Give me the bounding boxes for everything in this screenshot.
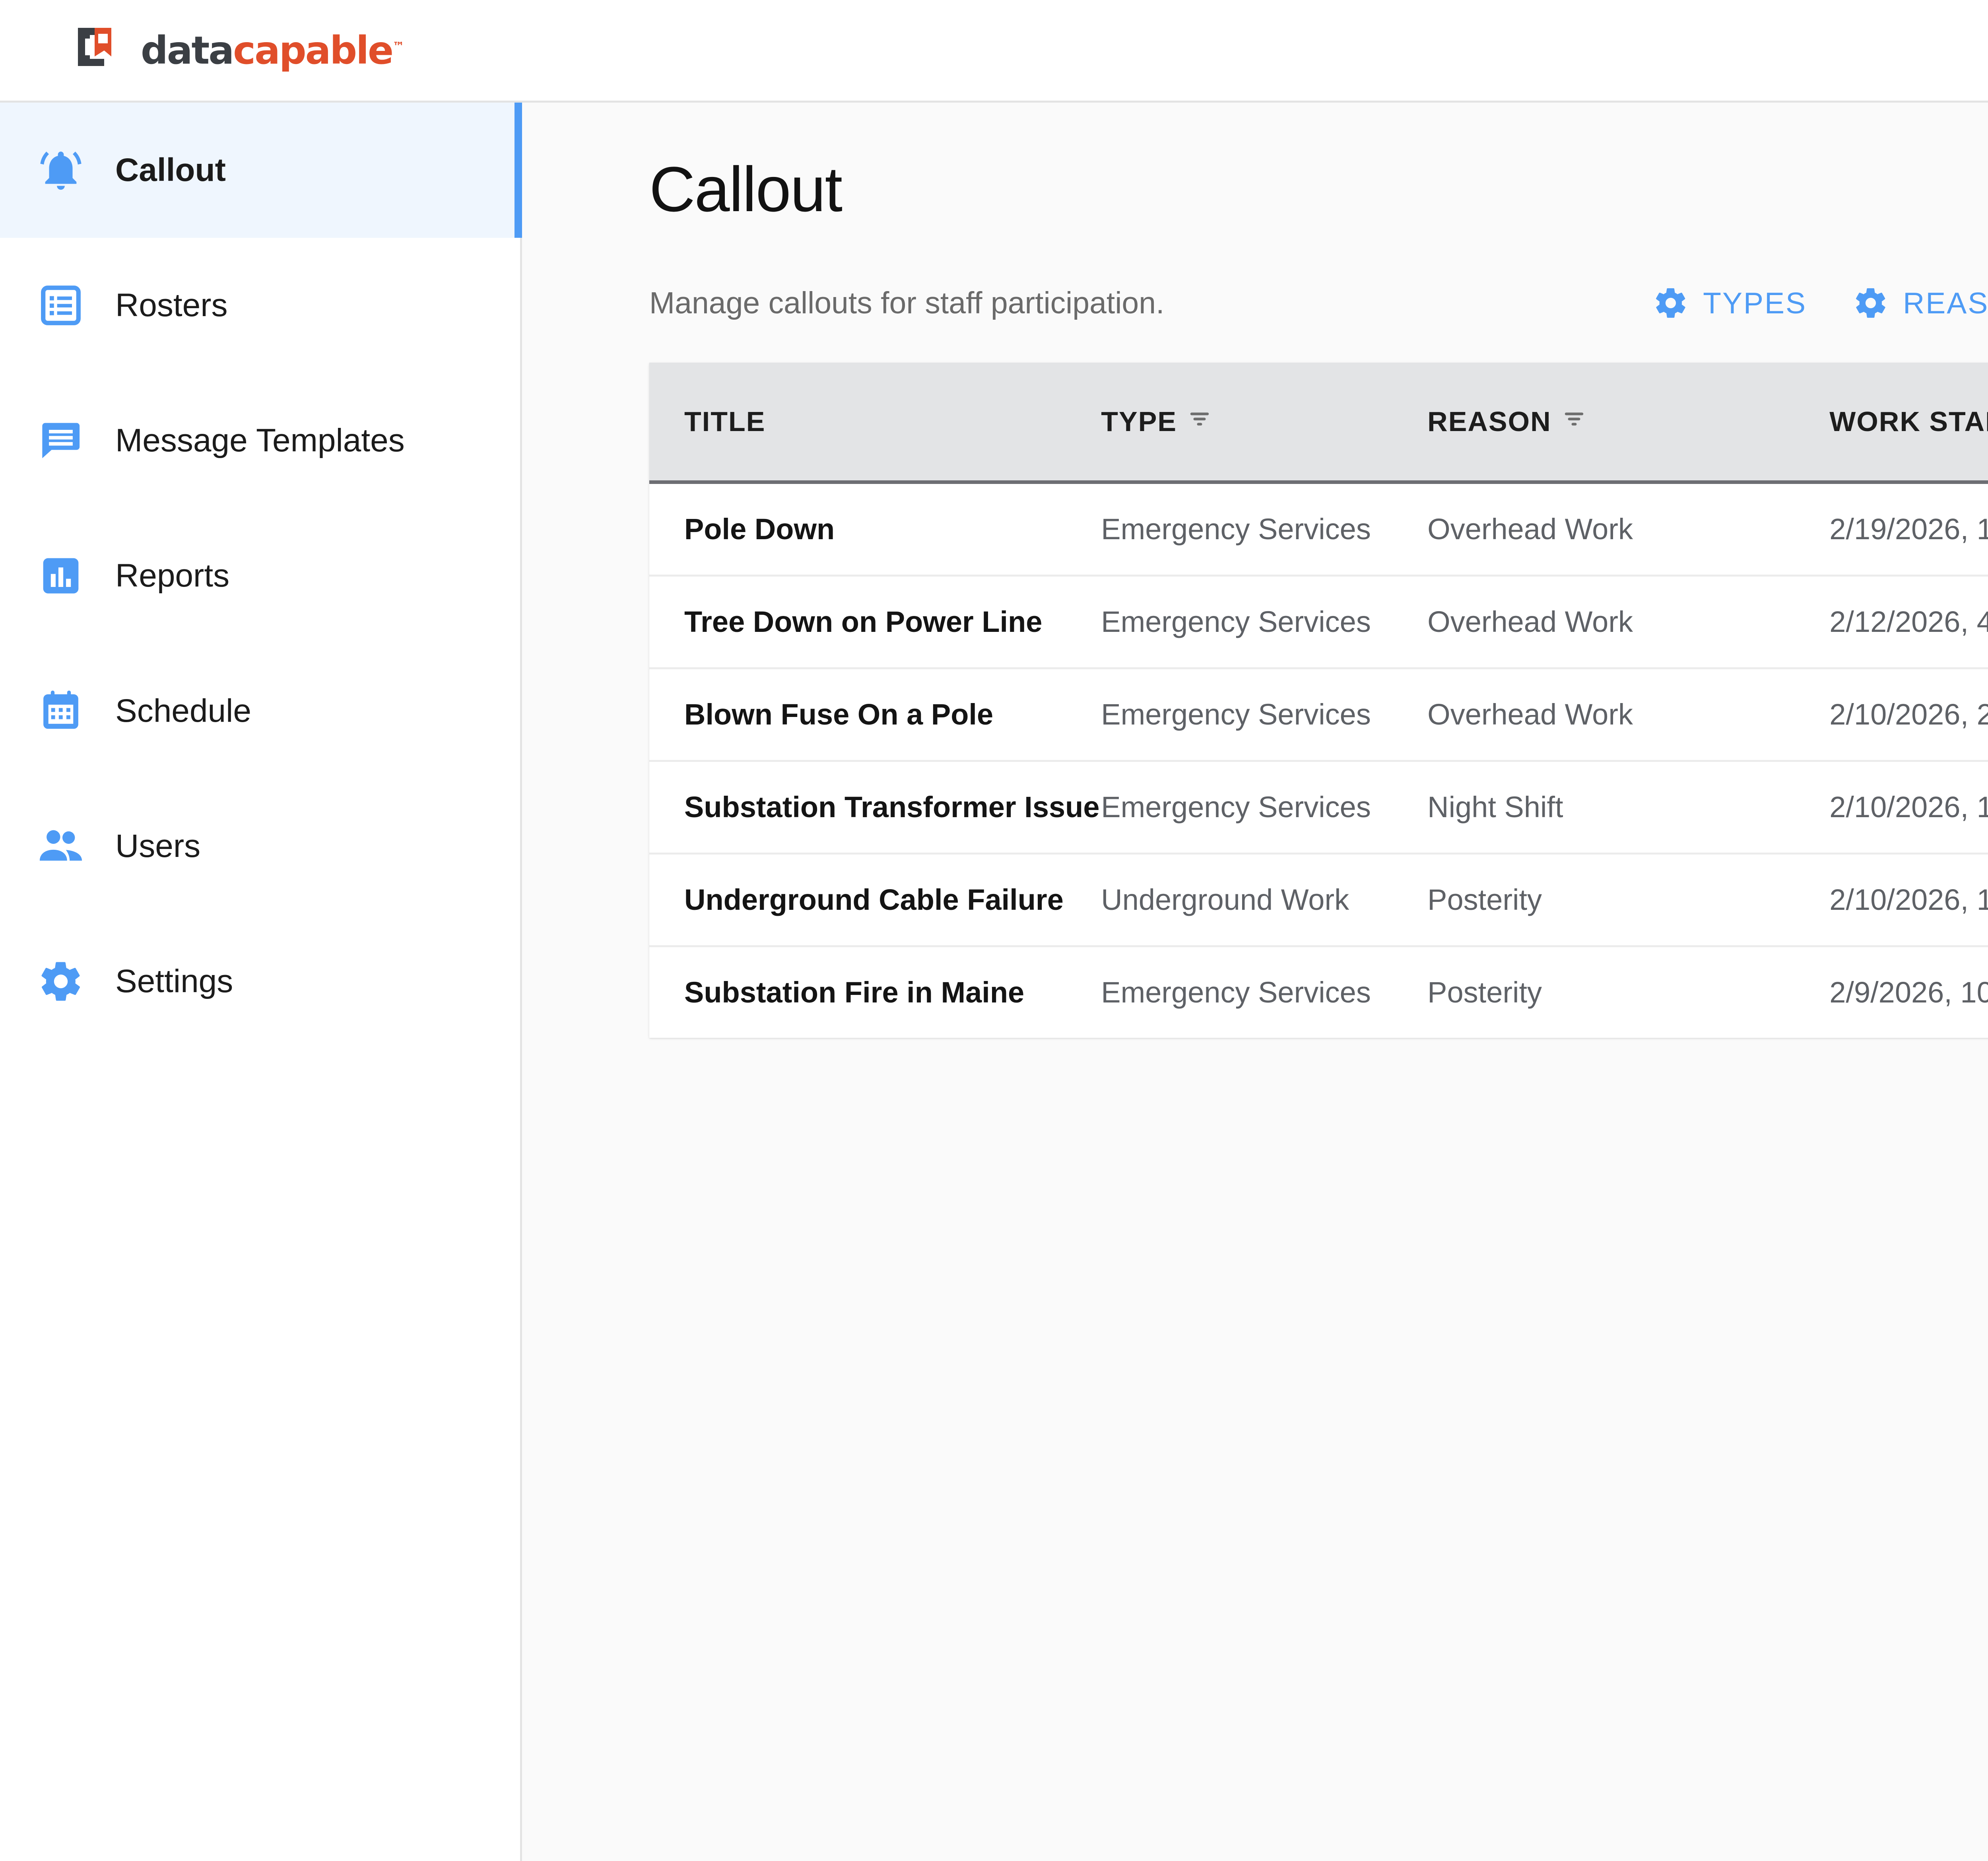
- cell-reason: Overhead Work: [1427, 575, 1830, 669]
- column-label: TITLE: [684, 406, 766, 437]
- page-toolbar: Manage callouts for staff participation.…: [649, 271, 1988, 335]
- table-header-row: TITLE TYPE: [649, 363, 1988, 484]
- datacapable-mark-icon: [76, 25, 135, 75]
- sidebar-item-rosters[interactable]: Rosters: [0, 238, 520, 373]
- sidebar-item-label: Rosters: [115, 287, 228, 323]
- cell-title: Substation Fire in Maine: [684, 975, 1025, 1009]
- sidebar-item-label: Schedule: [115, 693, 251, 729]
- column-header-title: TITLE: [649, 363, 1101, 484]
- table-pagination: Rows per page: 25 1–6 of 6: [522, 1090, 1988, 1169]
- column-label: TYPE: [1101, 406, 1177, 437]
- cell-work-start: 2/10/2026, 11:13:00 AM: [1829, 853, 1988, 947]
- cell-title: Underground Cable Failure: [649, 853, 1101, 947]
- sidebar-nav: Callout Rosters: [0, 103, 522, 1861]
- cell-reason: Posterity: [1427, 975, 1542, 1009]
- column-label: WORK START: [1829, 406, 1988, 437]
- reasons-button-label: REASONS: [1903, 286, 1988, 320]
- callout-table: TITLE TYPE: [649, 363, 1988, 1038]
- cell-title: Pole Down: [649, 482, 1101, 577]
- cell-work-start: 2/9/2026, 10:59:00 AM: [1829, 975, 1988, 1009]
- cell-work-start: 2/12/2026, 4:30:00 PM: [1829, 575, 1988, 669]
- brand-logo[interactable]: datacapable™: [76, 25, 404, 75]
- column-header-work-start: WORK START: [1829, 363, 1988, 484]
- page-subtitle: Manage callouts for staff participation.: [649, 286, 1165, 320]
- brand-word-capable: capable: [233, 28, 394, 73]
- main-content: Callout Manage callouts for staff partic…: [522, 103, 1988, 1861]
- brand-trademark: ™: [392, 39, 404, 54]
- sidebar-item-users[interactable]: Users: [0, 779, 520, 914]
- sidebar-item-label: Callout: [115, 152, 226, 188]
- table-row[interactable]: Blown Fuse On a Pole Emergency Services Ov…: [649, 668, 1988, 762]
- table-row[interactable]: Pole Down Emergency Services Overhead Work…: [649, 482, 1988, 577]
- filter-icon[interactable]: [1562, 406, 1586, 437]
- cell-reason: Night Shift: [1427, 761, 1830, 855]
- column-header-reason[interactable]: REASON: [1427, 363, 1830, 484]
- types-button[interactable]: TYPES: [1630, 273, 1830, 333]
- list-box-icon: [35, 280, 87, 331]
- cell-type: Underground Work: [1101, 853, 1428, 947]
- cell-type: Emergency Services: [1101, 668, 1428, 762]
- bell-active-icon: [35, 144, 87, 196]
- column-header-type[interactable]: TYPE: [1101, 363, 1428, 484]
- table-row[interactable]: Underground Cable Failure Underground Wor…: [649, 853, 1988, 947]
- callout-table-container: TITLE TYPE: [649, 363, 1988, 1038]
- chat-message-icon: [35, 415, 87, 466]
- types-button-label: TYPES: [1703, 286, 1807, 320]
- brand-word-data: data: [141, 28, 234, 73]
- page-title: Callout: [649, 153, 843, 225]
- cell-work-start: 2/10/2026, 2:02:00 PM: [1829, 668, 1988, 762]
- cell-reason: Overhead Work: [1427, 668, 1830, 762]
- cell-type: Emergency Services: [1101, 761, 1428, 855]
- app-shell: Callout Rosters: [0, 103, 1988, 1861]
- sidebar-item-schedule[interactable]: Schedule: [0, 643, 520, 779]
- table-row[interactable]: Substation Fire in Maine Emergency Servic…: [649, 946, 1988, 1038]
- gear-icon: [35, 956, 87, 1007]
- cell-work-start: 2/10/2026, 12:31:00 PM: [1829, 761, 1988, 855]
- sidebar-item-settings[interactable]: Settings: [0, 914, 520, 1049]
- table-body: Pole Down Emergency Services Overhead Work…: [649, 482, 1988, 1038]
- cell-type: Emergency Services: [1101, 975, 1371, 1009]
- cell-title: Substation Transformer Issue: [649, 761, 1101, 855]
- sidebar-item-label: Message Templates: [115, 422, 405, 458]
- toolbar-actions: TYPES REASONS: [1630, 259, 1988, 347]
- cell-reason: Overhead Work: [1427, 482, 1830, 577]
- cell-title: Tree Down on Power Line: [649, 575, 1101, 669]
- sidebar-item-label: Reports: [115, 558, 230, 594]
- sidebar-item-label: Users: [115, 828, 201, 864]
- gear-icon: [1653, 285, 1689, 321]
- brand-wordmark: datacapable™: [141, 28, 404, 73]
- calendar-icon: [35, 685, 87, 737]
- cell-type: Emergency Services: [1101, 575, 1428, 669]
- column-label: REASON: [1427, 406, 1551, 437]
- cell-type: Emergency Services: [1101, 482, 1428, 577]
- sidebar-item-reports[interactable]: Reports: [0, 508, 520, 643]
- cell-reason: Posterity: [1427, 853, 1830, 947]
- app-header: datacapable™: [0, 0, 1988, 103]
- reasons-button[interactable]: REASONS: [1830, 273, 1988, 333]
- bar-chart-icon: [35, 550, 87, 602]
- filter-icon[interactable]: [1187, 406, 1212, 437]
- cell-work-start: 2/19/2026, 1:00:00 PM: [1829, 482, 1988, 577]
- sidebar-item-label: Settings: [115, 963, 233, 999]
- sidebar-item-message-templates[interactable]: Message Templates: [0, 373, 520, 508]
- cell-title: Blown Fuse On a Pole: [649, 668, 1101, 762]
- table-row[interactable]: Tree Down on Power Line Emergency Service…: [649, 575, 1988, 669]
- table-row[interactable]: Substation Transformer Issue Emergency Se…: [649, 761, 1988, 855]
- sidebar-item-callout[interactable]: Callout: [0, 103, 522, 238]
- table-header: TITLE TYPE: [649, 363, 1988, 484]
- people-icon: [35, 820, 87, 872]
- gear-icon: [1853, 285, 1889, 321]
